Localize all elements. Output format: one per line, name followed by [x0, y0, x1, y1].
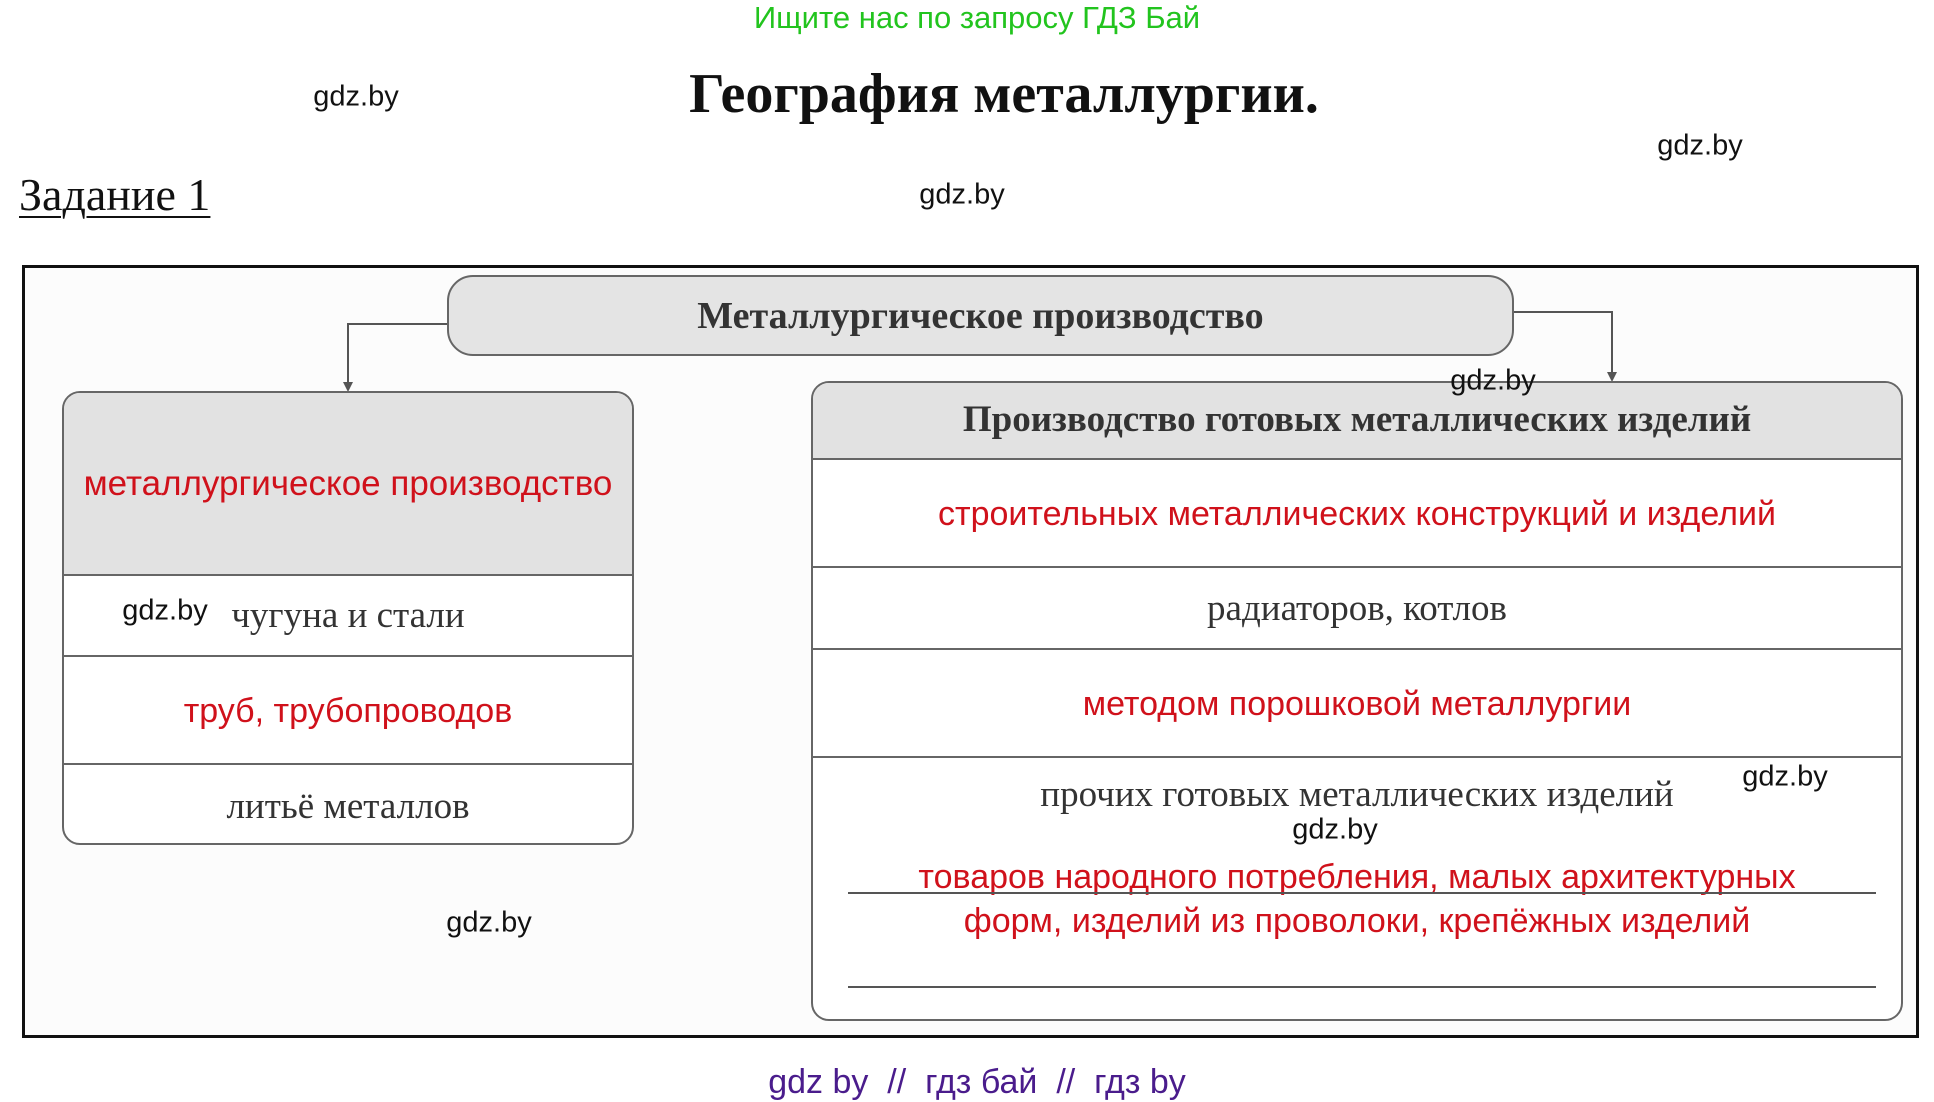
page-title: География металлургии. — [689, 63, 1319, 125]
watermark: gdz.by — [1292, 813, 1378, 846]
other-products-label: прочих готовых металлических изделий — [1040, 774, 1674, 815]
answer-underline — [848, 892, 1876, 894]
answer-line-2: форм, изделий из проволоки, крепёжных из… — [963, 902, 1751, 940]
left-row: литьё металлов — [64, 763, 632, 843]
watermark: gdz.by — [1742, 760, 1828, 793]
root-node: Металлургическое производство — [447, 275, 1514, 356]
watermark: gdz.by — [1450, 364, 1536, 397]
footer-text: gdz by // гдз бай // гдз by — [768, 1063, 1186, 1101]
right-row: радиаторов, котлов — [813, 566, 1901, 650]
right-row-other: прочих готовых металлических изделий тов… — [813, 756, 1901, 1019]
watermark: gdz.by — [446, 906, 532, 939]
left-row-answer: труб, трубопроводов — [64, 655, 632, 765]
watermark: gdz.by — [1657, 129, 1743, 162]
right-header: Производство готовых металлических издел… — [813, 383, 1901, 458]
right-row-answer: строительных металлических конструкций и… — [813, 458, 1901, 568]
watermark: gdz.by — [122, 594, 208, 627]
left-row: чугуна и стали — [64, 574, 632, 657]
promo-text: Ищите нас по запросу ГДЗ Бай — [753, 0, 1201, 35]
task-label: Задание 1 — [19, 169, 211, 220]
watermark: gdz.by — [919, 178, 1005, 211]
left-branch-box: металлургическое производство чугуна и с… — [62, 391, 634, 845]
right-row-answer: методом порошковой металлургии — [813, 648, 1901, 758]
watermark: gdz.by — [313, 80, 399, 113]
right-branch-box: Производство готовых металлических издел… — [811, 381, 1903, 1021]
answer-line-1: товаров народного потребления, малых арх… — [918, 858, 1796, 896]
answer-underline — [848, 986, 1876, 988]
left-header-answer: металлургическое производство — [64, 393, 632, 574]
